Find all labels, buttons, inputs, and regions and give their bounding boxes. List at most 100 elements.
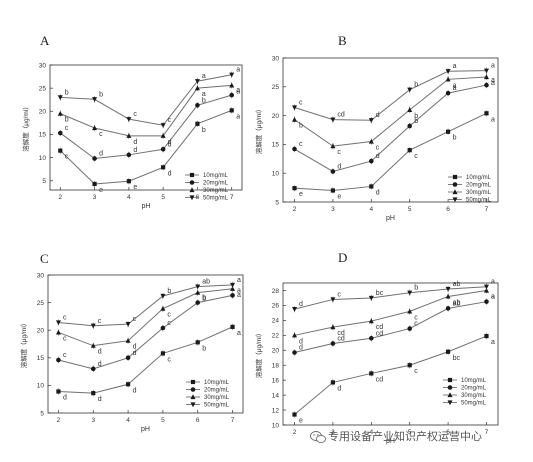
legend-marker bbox=[447, 377, 453, 383]
data-point bbox=[126, 179, 131, 184]
x-tick-label: 6 bbox=[446, 206, 450, 213]
y-tick-label: 18 bbox=[272, 363, 280, 370]
data-point bbox=[483, 284, 489, 290]
significance-label: c bbox=[414, 368, 418, 375]
data-point bbox=[407, 363, 412, 368]
legend-marker bbox=[452, 189, 458, 195]
significance-label: d bbox=[299, 338, 303, 345]
series-line bbox=[294, 112, 487, 191]
data-point bbox=[90, 342, 96, 348]
data-point bbox=[195, 284, 201, 290]
data-point bbox=[330, 143, 336, 149]
x-tick-label: 5 bbox=[161, 194, 165, 201]
y-tick-label: 5 bbox=[42, 178, 46, 185]
significance-label: b bbox=[202, 295, 206, 302]
legend-marker bbox=[190, 387, 196, 392]
y-tick-label: 15 bbox=[39, 132, 47, 139]
data-point bbox=[330, 297, 336, 303]
significance-label: a bbox=[491, 279, 495, 286]
data-point bbox=[229, 108, 234, 113]
series-50mg/mL: c cd d b a a bbox=[292, 63, 495, 124]
data-point bbox=[330, 341, 336, 346]
x-tick-label: 5 bbox=[408, 429, 412, 436]
data-point bbox=[292, 186, 297, 191]
significance-label: b bbox=[414, 118, 418, 125]
significance-label: c bbox=[63, 314, 67, 321]
series-10mg/mL: c e e d b a bbox=[58, 107, 240, 194]
significance-label: b bbox=[65, 89, 69, 96]
significance-label: b bbox=[167, 288, 171, 295]
data-point bbox=[407, 123, 412, 129]
legend-entry: 20mg/mL bbox=[461, 386, 487, 392]
significance-label: ab bbox=[202, 279, 210, 286]
y-tick-label: 28 bbox=[272, 288, 280, 295]
series-10mg/mL: e d cd c bc a bbox=[292, 332, 495, 425]
y-tick-label: 20 bbox=[272, 113, 280, 120]
data-point bbox=[445, 90, 451, 96]
data-point bbox=[292, 307, 298, 312]
data-point bbox=[160, 123, 166, 128]
significance-label: c bbox=[337, 291, 341, 298]
legend-entry: 10mg/mL bbox=[203, 173, 229, 179]
significance-label: c bbox=[167, 320, 171, 327]
data-point bbox=[407, 148, 412, 153]
significance-label: c bbox=[133, 111, 137, 118]
x-tick-label: 7 bbox=[485, 206, 489, 213]
significance-label: bc bbox=[376, 290, 384, 297]
x-tick-label: 6 bbox=[446, 429, 450, 436]
series-line bbox=[294, 76, 487, 147]
significance-label: d bbox=[376, 112, 380, 119]
significance-label: e bbox=[299, 191, 303, 198]
data-point bbox=[445, 76, 451, 82]
series-line bbox=[60, 84, 232, 137]
data-point bbox=[445, 349, 451, 354]
data-point bbox=[194, 79, 200, 84]
x-tick-label: 5 bbox=[161, 417, 165, 424]
significance-label: d bbox=[63, 394, 67, 401]
legend-entry: 30mg/mL bbox=[461, 393, 487, 399]
significance-label: ab bbox=[453, 300, 461, 307]
significance-label: d bbox=[376, 153, 380, 160]
series-line bbox=[58, 294, 233, 370]
significance-label: e bbox=[133, 184, 137, 191]
data-point bbox=[56, 357, 61, 363]
significance-label: b bbox=[414, 113, 418, 120]
data-point bbox=[330, 324, 336, 330]
plot-frame bbox=[47, 274, 244, 414]
data-point bbox=[330, 380, 336, 385]
legend-entry: 30mg/mL bbox=[204, 395, 230, 401]
data-point bbox=[92, 181, 97, 187]
data-point bbox=[407, 326, 412, 331]
data-point bbox=[484, 82, 489, 88]
data-point bbox=[484, 299, 489, 304]
data-point bbox=[292, 350, 297, 355]
x-tick-label: 3 bbox=[331, 429, 335, 436]
data-point bbox=[407, 87, 413, 93]
data-point bbox=[483, 68, 489, 74]
legend-entry: 20mg/mL bbox=[204, 388, 230, 394]
data-point bbox=[57, 95, 63, 101]
series-line bbox=[59, 109, 232, 185]
significance-label: e bbox=[299, 418, 303, 425]
significance-label: a bbox=[491, 294, 495, 301]
legend-marker bbox=[447, 385, 453, 390]
series-line bbox=[58, 284, 233, 327]
significance-label: d bbox=[168, 139, 172, 146]
significance-label: a bbox=[237, 330, 241, 337]
data-point bbox=[91, 391, 96, 396]
significance-label: c bbox=[65, 154, 69, 161]
series-line bbox=[58, 288, 233, 347]
x-tick-label: 2 bbox=[293, 429, 297, 436]
significance-label: d bbox=[133, 139, 137, 146]
series-line bbox=[294, 70, 487, 121]
data-point bbox=[56, 389, 61, 394]
significance-label: c bbox=[167, 312, 171, 319]
data-point bbox=[92, 156, 97, 161]
data-point bbox=[330, 188, 336, 193]
